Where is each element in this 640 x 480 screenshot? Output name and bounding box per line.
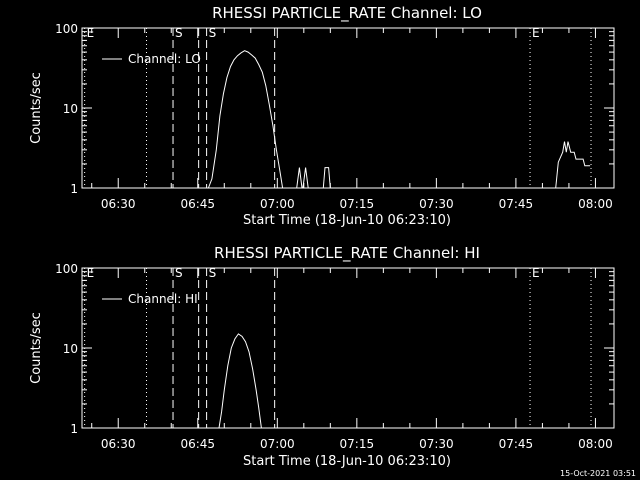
y-tick-label: 10 bbox=[63, 102, 78, 116]
marker-flag: E bbox=[87, 266, 95, 280]
x-tick-label: 06:45 bbox=[180, 437, 215, 451]
x-tick-label: 07:15 bbox=[340, 197, 375, 211]
series-line bbox=[296, 167, 303, 189]
y-tick-label: 100 bbox=[55, 262, 78, 276]
x-tick-label: 06:45 bbox=[180, 197, 215, 211]
footer-timestamp: 15-Oct-2021 03:51 bbox=[560, 469, 636, 478]
series-line bbox=[207, 50, 284, 189]
x-tick-label: 07:00 bbox=[260, 437, 295, 451]
x-axis-label: Start Time (18-Jun-10 06:23:10) bbox=[243, 454, 451, 469]
x-tick-label: 07:15 bbox=[340, 437, 375, 451]
marker-flag: S bbox=[175, 26, 183, 40]
marker-flag: E bbox=[532, 266, 540, 280]
y-tick-label: 10 bbox=[63, 342, 78, 356]
y-tick-label: 1 bbox=[70, 422, 78, 436]
chart-panel-hi: RHESSI PARTICLE_RATE Channel: HI Start T… bbox=[29, 244, 615, 469]
legend-label: Channel: HI bbox=[128, 292, 198, 306]
marker-flag: S bbox=[209, 266, 217, 280]
marker-flag: E bbox=[532, 26, 540, 40]
y-axis-label: Counts/sec bbox=[29, 72, 44, 144]
marker-flag: S bbox=[209, 26, 217, 40]
x-tick-label: 06:30 bbox=[101, 197, 136, 211]
x-axis-label: Start Time (18-Jun-10 06:23:10) bbox=[243, 213, 451, 228]
marker-flag: E bbox=[87, 26, 95, 40]
series-line bbox=[218, 333, 262, 429]
marker-flag: S bbox=[175, 266, 183, 280]
x-tick-label: 07:30 bbox=[419, 197, 454, 211]
legend-label: Channel: LO bbox=[128, 52, 201, 66]
y-axis-label: Counts/sec bbox=[29, 312, 44, 384]
y-tick-label: 100 bbox=[55, 22, 78, 36]
series-line bbox=[302, 167, 309, 189]
chart-title: RHESSI PARTICLE_RATE Channel: LO bbox=[212, 4, 482, 23]
x-tick-label: 06:30 bbox=[101, 437, 136, 451]
x-tick-label: 07:45 bbox=[499, 197, 534, 211]
x-tick-label: 08:00 bbox=[578, 437, 613, 451]
chart-panel-lo: RHESSI PARTICLE_RATE Channel: LO Start T… bbox=[29, 4, 615, 228]
x-tick-label: 08:00 bbox=[578, 197, 613, 211]
x-tick-label: 07:30 bbox=[419, 437, 454, 451]
x-tick-label: 07:00 bbox=[260, 197, 295, 211]
y-tick-label: 1 bbox=[70, 182, 78, 196]
series-line bbox=[555, 141, 591, 189]
series-line bbox=[322, 167, 331, 189]
chart-title: RHESSI PARTICLE_RATE Channel: HI bbox=[214, 244, 480, 263]
x-tick-label: 07:45 bbox=[499, 437, 534, 451]
